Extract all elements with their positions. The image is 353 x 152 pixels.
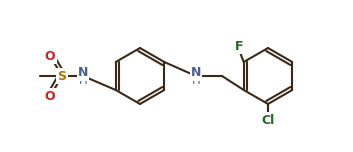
Text: O: O (45, 90, 55, 102)
Text: H: H (192, 74, 201, 88)
Text: F: F (234, 40, 243, 52)
Text: N: N (78, 67, 88, 79)
Text: S: S (58, 69, 66, 83)
Text: H: H (79, 74, 88, 88)
Text: O: O (45, 50, 55, 62)
Text: N: N (191, 67, 201, 79)
Text: Cl: Cl (261, 114, 275, 126)
